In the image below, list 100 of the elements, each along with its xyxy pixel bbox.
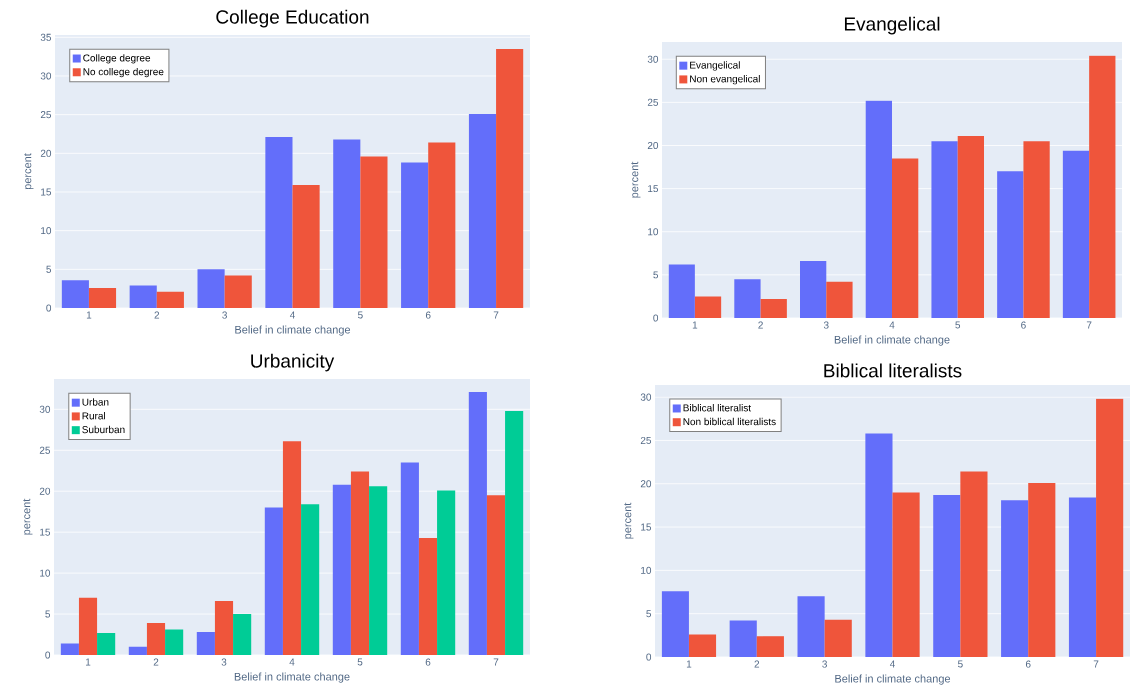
legend-label: College degree bbox=[83, 54, 151, 64]
y-tick-label: 5 bbox=[653, 271, 659, 279]
bar bbox=[800, 261, 827, 318]
bar bbox=[734, 279, 761, 318]
bar bbox=[197, 269, 225, 308]
y-tick-label: 35 bbox=[40, 33, 52, 41]
y-tick-label: 20 bbox=[640, 480, 652, 488]
bar bbox=[78, 597, 98, 655]
bar bbox=[865, 433, 893, 657]
x-tick-label: 1 bbox=[686, 660, 692, 668]
x-tick-label: 3 bbox=[221, 658, 227, 666]
legend-label: No college degree bbox=[83, 67, 164, 78]
bar bbox=[688, 634, 717, 657]
bar bbox=[196, 632, 215, 655]
x-tick-label: 2 bbox=[154, 311, 160, 319]
bar bbox=[369, 486, 388, 655]
y-axis-title: percent bbox=[24, 153, 34, 190]
chart-title: Biblical literalists bbox=[824, 363, 962, 378]
bar bbox=[661, 591, 689, 657]
bar bbox=[997, 171, 1024, 318]
bar bbox=[129, 285, 157, 308]
y-tick-label: 5 bbox=[46, 265, 52, 273]
bar bbox=[97, 632, 116, 655]
y-tick-label: 5 bbox=[646, 610, 652, 618]
bar bbox=[292, 185, 320, 308]
y-tick-label: 25 bbox=[39, 446, 51, 454]
chart-title: Urbanicity bbox=[251, 353, 335, 372]
bar bbox=[729, 620, 757, 657]
bar bbox=[468, 392, 487, 655]
x-tick-label: 1 bbox=[85, 658, 91, 666]
y-tick-label: 30 bbox=[640, 393, 652, 401]
bar bbox=[264, 507, 283, 655]
bar bbox=[960, 471, 988, 657]
x-tick-label: 4 bbox=[289, 311, 295, 319]
x-axis-title: Belief in climate change bbox=[834, 335, 950, 346]
x-axis-title: Belief in climate change bbox=[835, 674, 951, 685]
bar bbox=[1068, 497, 1097, 657]
bar bbox=[360, 156, 388, 308]
bar bbox=[1023, 141, 1050, 318]
y-tick-label: 20 bbox=[39, 487, 51, 495]
x-tick-label: 5 bbox=[957, 660, 963, 668]
bar bbox=[60, 643, 79, 655]
x-tick-label: 3 bbox=[823, 321, 829, 329]
bar bbox=[401, 162, 429, 308]
bar bbox=[428, 142, 456, 308]
bar bbox=[931, 141, 958, 318]
x-tick-label: 5 bbox=[955, 321, 961, 329]
x-tick-label: 7 bbox=[493, 658, 499, 666]
bar bbox=[496, 48, 524, 308]
y-tick-label: 15 bbox=[41, 188, 52, 196]
bar bbox=[332, 484, 351, 655]
bar bbox=[468, 113, 497, 308]
y-tick-label: 30 bbox=[647, 55, 659, 63]
y-tick-label: 30 bbox=[40, 72, 52, 80]
x-tick-label: 6 bbox=[1025, 660, 1031, 668]
y-tick-label: 15 bbox=[40, 528, 51, 536]
legend-label: Rural bbox=[82, 412, 105, 420]
x-tick-label: 5 bbox=[357, 658, 363, 666]
bar bbox=[165, 629, 184, 655]
bar bbox=[933, 495, 961, 657]
x-tick-label: 6 bbox=[425, 311, 431, 319]
bar bbox=[333, 139, 361, 308]
bar bbox=[350, 471, 370, 655]
x-tick-label: 3 bbox=[822, 660, 827, 668]
bar bbox=[760, 299, 787, 318]
y-axis-title: percent bbox=[624, 502, 634, 539]
x-tick-label: 4 bbox=[889, 660, 895, 668]
x-axis-title: Belief in climate change bbox=[234, 672, 350, 683]
y-tick-label: 25 bbox=[40, 111, 52, 119]
bar bbox=[400, 462, 419, 655]
bar bbox=[282, 441, 302, 655]
x-tick-label: 7 bbox=[493, 311, 499, 319]
bar bbox=[418, 537, 438, 655]
bar bbox=[214, 600, 234, 655]
bar bbox=[756, 636, 784, 657]
bar bbox=[892, 492, 920, 657]
chart-title: College Education bbox=[216, 9, 369, 28]
bar bbox=[505, 410, 524, 655]
bar bbox=[233, 614, 252, 655]
x-tick-label: 5 bbox=[357, 311, 363, 319]
bar bbox=[146, 623, 166, 655]
bar bbox=[668, 264, 695, 318]
y-tick-label: 5 bbox=[45, 610, 51, 618]
legend-label: Suburban bbox=[82, 425, 125, 434]
bar bbox=[156, 291, 184, 308]
bar bbox=[1089, 55, 1116, 318]
bar bbox=[88, 287, 117, 308]
bar bbox=[957, 136, 985, 318]
bar bbox=[265, 137, 293, 308]
x-tick-label: 4 bbox=[889, 321, 895, 329]
bar bbox=[437, 490, 456, 655]
y-tick-label: 15 bbox=[641, 523, 652, 531]
bar bbox=[128, 646, 147, 655]
x-tick-label: 2 bbox=[153, 658, 159, 666]
legend-label: Urban bbox=[82, 398, 109, 406]
y-tick-label: 10 bbox=[648, 228, 659, 236]
x-tick-label: 7 bbox=[1093, 660, 1099, 668]
legend-label: Evangelical bbox=[690, 61, 740, 71]
y-tick-label: 0 bbox=[646, 653, 652, 661]
bar bbox=[824, 619, 852, 657]
